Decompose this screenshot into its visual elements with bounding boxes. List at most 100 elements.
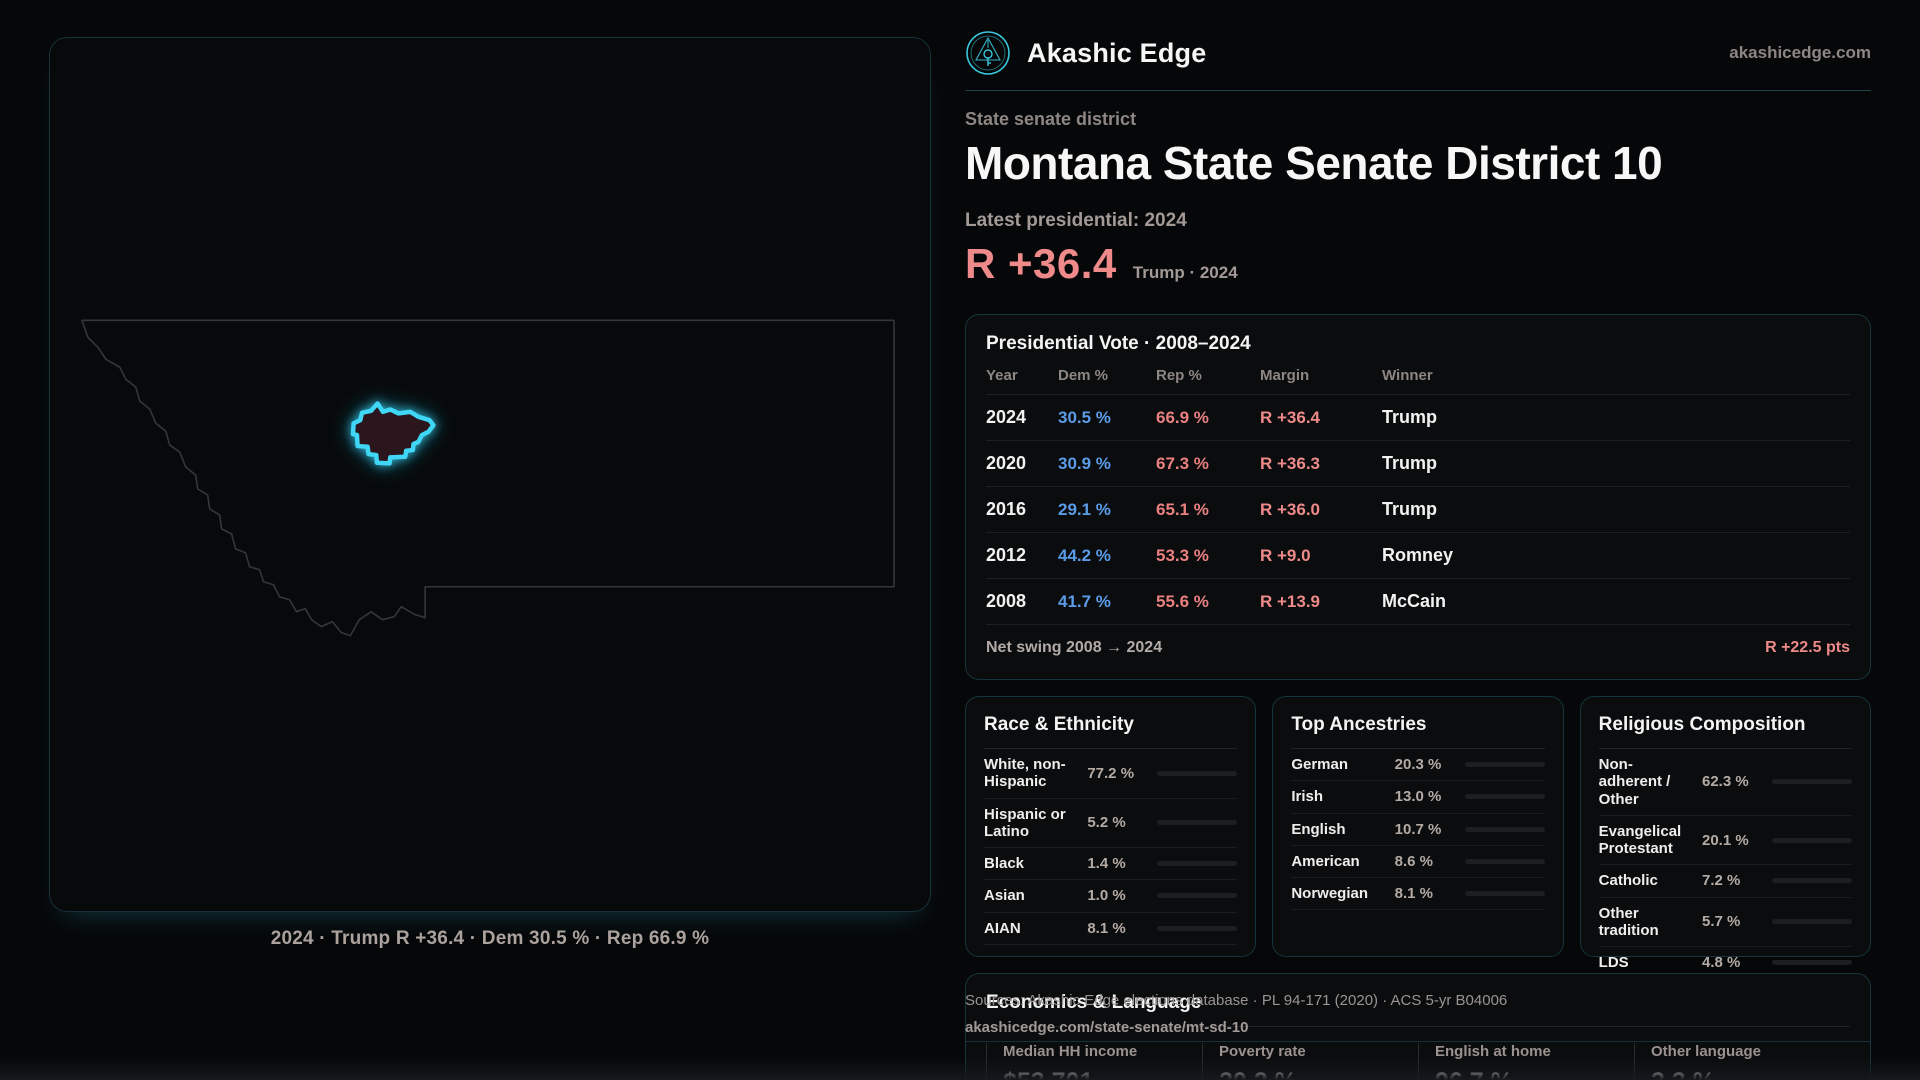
stat-bar	[1464, 762, 1545, 768]
stat-bar	[1157, 770, 1238, 776]
religion-card-title: Religious Composition	[1598, 714, 1806, 735]
stat-label: LDS	[1598, 954, 1629, 971]
net-swing-row: Net swing 2008 → 2024 R +22.5 pts	[986, 625, 1850, 673]
stat-bar	[1464, 826, 1545, 832]
stat-bar	[1771, 837, 1852, 843]
cell-rep: 65.1 %	[1156, 499, 1209, 519]
table-row: 2008 41.7 % 55.6 % R +13.9 McCain	[986, 579, 1850, 625]
cell-winner: McCain	[1382, 591, 1447, 611]
stat-label: AIAN	[984, 919, 1021, 937]
headline-margin-context: Trump · 2024	[1132, 263, 1238, 282]
cell-winner: Trump	[1382, 499, 1438, 519]
stat-label: Norwegian	[1291, 885, 1369, 902]
stat-label: Irish	[1291, 788, 1324, 806]
cell-rep: 55.6 %	[1156, 591, 1209, 611]
stat-value: 62.3 %	[1701, 773, 1749, 791]
divider	[1291, 748, 1545, 749]
stat-label: Catholic	[1598, 872, 1658, 890]
stat-value: 5.2 %	[1087, 814, 1126, 832]
cell-dem: 44.2 %	[1058, 545, 1111, 565]
col-header-winner: Winner	[1382, 367, 1433, 384]
net-swing-label: Net swing 2008 → 2024	[986, 639, 1163, 656]
stat-value: 1.4 %	[1087, 855, 1126, 873]
col-header-margin: Margin	[1260, 367, 1310, 384]
divider	[966, 1041, 1870, 1042]
montana-map	[81, 319, 895, 637]
kicker-label: State senate district	[965, 109, 1137, 129]
header-divider	[965, 90, 1871, 91]
stat-label: German	[1291, 756, 1349, 773]
net-swing-value: R +22.5 pts	[1765, 639, 1850, 656]
stat-label: Asian	[984, 887, 1025, 905]
stat-bar	[1771, 779, 1852, 785]
cell-winner: Trump	[1382, 407, 1438, 427]
latest-presidential-label: Latest presidential: 2024	[965, 210, 1187, 231]
table-row: 2012 44.2 % 53.3 % R +9.0 Romney	[986, 533, 1850, 579]
stat-bar	[1464, 858, 1545, 864]
presidential-vote-title: Presidential Vote · 2008–2024	[986, 333, 1251, 354]
montana-state-outline	[81, 319, 895, 637]
cell-rep: 67.3 %	[1156, 453, 1209, 473]
stat-row: Hispanic or Latino 5.2 %	[984, 799, 1238, 848]
stat-label: Black	[984, 855, 1025, 872]
stat-label: White, non-Hispanic	[984, 756, 1066, 791]
cell-rep: 66.9 %	[1156, 407, 1209, 427]
col-header-year: Year	[986, 367, 1018, 384]
stat-row: Irish 13.0 %	[1291, 781, 1545, 814]
stat-row: Asian 1.0 %	[984, 880, 1238, 913]
akashic-edge-logo-icon	[966, 31, 1010, 75]
district-10-shape[interactable]	[350, 401, 436, 466]
cell-margin: R +9.0	[1260, 545, 1311, 565]
stat-row: Evangelical Protestant 20.1 %	[1598, 816, 1852, 866]
stat-value: 5.7 %	[1701, 913, 1741, 931]
stat-row: Non-adherent / Other 62.3 %	[1598, 749, 1852, 816]
map-caption: 2024 · Trump R +36.4 · Dem 30.5 % · Rep …	[270, 928, 710, 949]
stat-label: Evangelical Protestant	[1598, 822, 1682, 857]
stat-label: American	[1291, 852, 1360, 870]
stat-bar	[1157, 893, 1238, 899]
stat-bar	[1157, 861, 1238, 867]
stat-bar	[1464, 891, 1545, 897]
stat-row: Other tradition 5.7 %	[1598, 898, 1852, 947]
stat-value: 20.3 %	[1394, 756, 1442, 774]
stat-label: English	[1291, 820, 1346, 838]
brand-name: Akashic Edge	[1027, 37, 1207, 68]
cell-year: 2012	[986, 545, 1027, 565]
cell-dem: 29.1 %	[1058, 499, 1111, 519]
brand-domain-link[interactable]: akashicedge.com	[1729, 43, 1871, 62]
col-header-rep: Rep %	[1156, 367, 1202, 384]
cell-margin: R +36.3	[1260, 453, 1321, 473]
stat-row: Catholic 7.2 %	[1598, 865, 1852, 898]
race-card-title: Race & Ethnicity	[984, 714, 1134, 735]
cell-margin: R +36.4	[1260, 407, 1321, 427]
stat-label: Other language	[1651, 1043, 1762, 1060]
permalink-line: akashicedge.com/state-senate/mt-sd-10	[965, 1019, 1249, 1036]
sources-line: Sources: Akashic Edge elections database…	[965, 992, 1508, 1009]
bottom-glow	[0, 1058, 1920, 1080]
page-title: Montana State Senate District 10	[965, 137, 1663, 189]
stat-value: 13.0 %	[1394, 788, 1442, 806]
demographics-row: Race & Ethnicity White, non-Hispanic 77.…	[965, 696, 1871, 980]
district-map-panel	[49, 37, 931, 912]
stat-label: Median HH income	[1003, 1043, 1138, 1060]
stat-row: American 8.6 %	[1291, 846, 1545, 878]
table-row: 2020 30.9 % 67.3 % R +36.3 Trump	[986, 441, 1850, 487]
stat-bar	[1771, 960, 1852, 966]
cell-margin: R +36.0	[1260, 499, 1321, 519]
stat-label: English at home	[1435, 1043, 1551, 1060]
report-column: Akashic Edge akashicedge.com State senat…	[965, 0, 1871, 1080]
stat-bar	[1157, 820, 1238, 826]
ancestry-card-title: Top Ancestries	[1291, 714, 1427, 735]
headline-margin: R +36.4 Trump · 2024	[965, 240, 1871, 288]
top-ancestries-card: Top Ancestries German 20.3 % Irish 13.0 …	[1272, 696, 1564, 957]
cell-dem: 30.9 %	[1058, 453, 1111, 473]
cell-dem: 41.7 %	[1058, 591, 1111, 611]
stat-bar	[1771, 919, 1852, 925]
stat-value: 1.0 %	[1087, 887, 1126, 905]
table-row: 2024 30.5 % 66.9 % R +36.4 Trump	[986, 395, 1850, 441]
stat-row: Black 1.4 %	[984, 848, 1238, 881]
stat-row: German 20.3 %	[1291, 749, 1545, 782]
cell-dem: 30.5 %	[1058, 407, 1111, 427]
cell-year: 2008	[986, 591, 1027, 611]
cell-year: 2016	[986, 499, 1027, 519]
